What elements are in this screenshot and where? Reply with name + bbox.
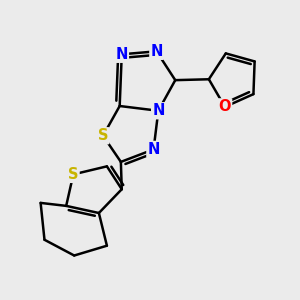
Text: N: N: [147, 142, 160, 157]
Text: N: N: [150, 44, 163, 59]
Text: N: N: [152, 103, 164, 118]
Text: N: N: [116, 47, 128, 62]
Text: O: O: [219, 99, 231, 114]
Text: S: S: [98, 128, 108, 143]
Text: S: S: [68, 167, 79, 182]
